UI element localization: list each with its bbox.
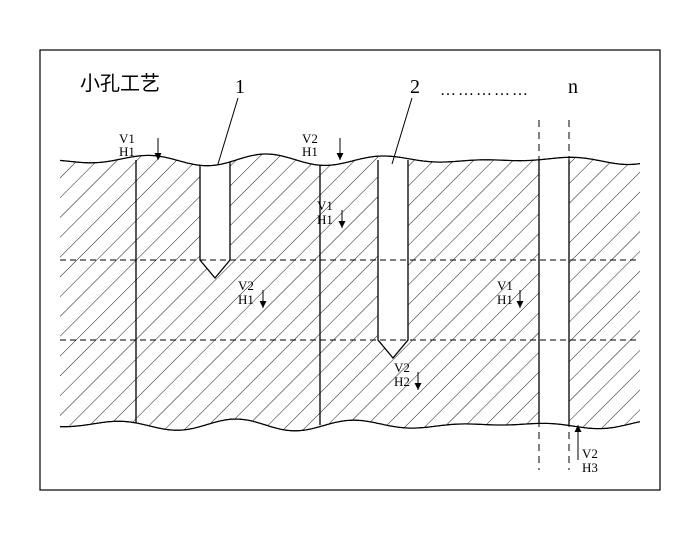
hole-label-2: 2: [410, 76, 420, 98]
inner-arrow-3-v: V1: [497, 278, 513, 293]
inner-arrow-2-v: V2: [238, 278, 254, 293]
inner-arrow-1-h: H1: [317, 212, 333, 227]
hole-outline-3: [539, 160, 569, 425]
leader-line-1: [218, 98, 238, 164]
ellipsis-dots: ……………: [440, 82, 530, 99]
bottom-arrow: [575, 425, 582, 460]
inner-arrow-4-h: H2: [394, 374, 410, 389]
surface-arrow-1-h: H1: [119, 144, 135, 159]
hole-label-n: n: [568, 76, 578, 98]
diagram-title: 小孔工艺: [80, 72, 160, 95]
bottom-arrow-v: V2: [582, 446, 598, 461]
diagram-svg: 小孔工艺12n……………V1H1V2H1V1H1V2H1V1H1V2H2V2H3: [0, 0, 700, 545]
surface-arrow-2: [337, 138, 344, 160]
diagram-stage: 小孔工艺12n……………V1H1V2H1V1H1V2H1V1H1V2H2V2H3: [0, 0, 700, 545]
inner-arrow-4-v: V2: [394, 360, 410, 375]
material-hatch: [60, 140, 640, 455]
hole-outline-2: [378, 160, 408, 358]
surface-arrow-2-h: H1: [302, 144, 318, 159]
inner-arrow-1-v: V1: [317, 198, 333, 213]
inner-arrow-3-h: H1: [497, 292, 513, 307]
leader-line-2: [392, 98, 412, 164]
hole-label-1: 1: [235, 76, 245, 98]
inner-arrow-2-h: H1: [238, 292, 254, 307]
bottom-arrow-h: H3: [582, 460, 598, 475]
